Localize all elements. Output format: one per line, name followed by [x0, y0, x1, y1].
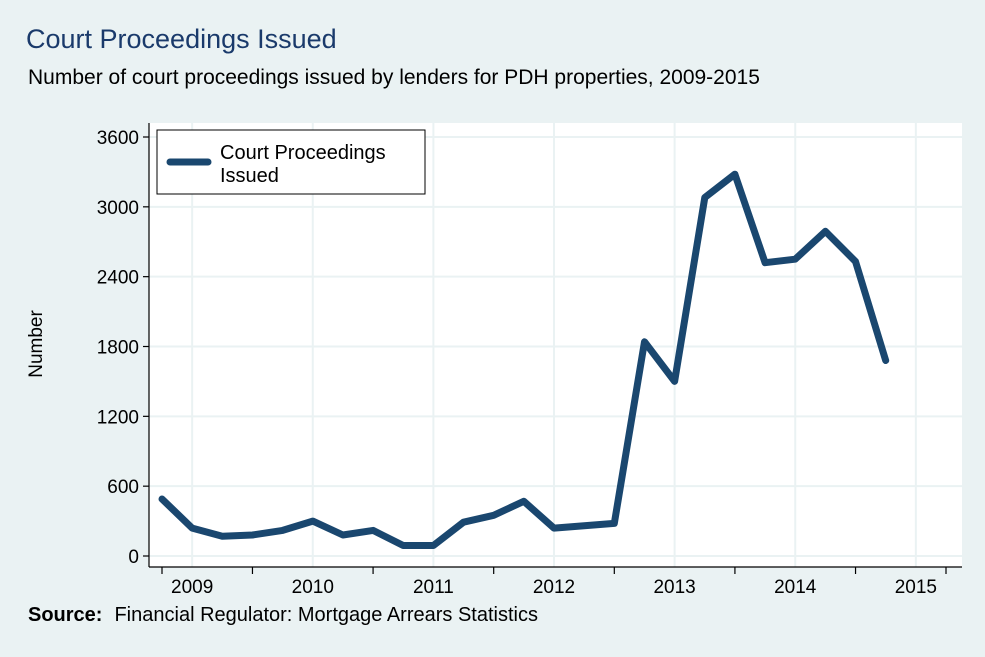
data-point: [282, 529, 284, 531]
data-point: [764, 262, 766, 264]
x-tick-label: 2009: [171, 577, 213, 598]
data-point: [432, 545, 434, 547]
source-label: Source:: [28, 604, 103, 626]
data-point: [583, 525, 585, 527]
x-tick-label: 2010: [292, 577, 334, 598]
data-point: [553, 527, 555, 529]
data-point: [824, 230, 826, 232]
x-tick-label: 2011: [413, 577, 454, 598]
data-point: [523, 500, 525, 502]
series-layer: [158, 170, 890, 549]
legend: Court Proceedings Issued: [156, 129, 426, 195]
data-point: [251, 534, 253, 536]
chart-subtitle: Number of court proceedings issued by le…: [28, 66, 760, 89]
data-point: [704, 197, 706, 199]
x-tick-label: 2012: [533, 577, 575, 598]
data-point: [191, 527, 193, 529]
legend-label-line-2: Issued: [220, 165, 279, 187]
axis-layer: 0 600 1200 1800 2400 3000 3600 2009 2010 2011 2012…: [97, 123, 962, 598]
data-point: [855, 261, 857, 263]
y-tick-label: 1800: [97, 338, 139, 359]
data-point: [161, 498, 163, 500]
x-tick-label: 2015: [895, 577, 937, 598]
legend-label-line-1: Court Proceedings: [220, 142, 386, 164]
y-axis-title: Number: [26, 310, 47, 378]
data-point: [885, 359, 887, 361]
source-text: Financial Regulator: Mortgage Arrears St…: [114, 604, 538, 626]
data-point: [342, 534, 344, 536]
x-tick-label: 2014: [774, 577, 817, 598]
y-tick-label: 1200: [97, 407, 139, 428]
y-tick-label: 3000: [97, 198, 139, 219]
chart-title: Court Proceedings Issued: [26, 24, 337, 54]
y-tick-label: 0: [128, 547, 139, 568]
y-tick-label: 3600: [97, 128, 139, 149]
data-point: [402, 545, 404, 547]
plot-area: [149, 123, 962, 567]
y-tick-label: 2400: [97, 268, 139, 289]
x-tick-label: 2013: [653, 577, 695, 598]
data-point: [674, 380, 676, 382]
data-point: [734, 173, 736, 175]
data-point: [372, 529, 374, 531]
data-point: [312, 520, 314, 522]
source-note: Source: Financial Regulator: Mortgage Arr…: [28, 604, 538, 627]
data-point: [643, 341, 645, 343]
data-point: [221, 535, 223, 537]
data-point: [794, 258, 796, 260]
y-tick-label: 600: [107, 477, 139, 498]
data-point: [463, 521, 465, 523]
data-point: [613, 522, 615, 524]
data-point: [493, 514, 495, 516]
